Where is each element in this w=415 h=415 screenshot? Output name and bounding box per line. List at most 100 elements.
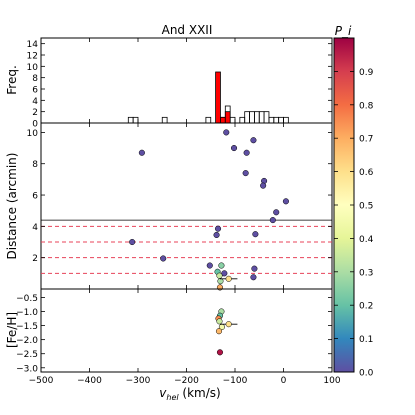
histogram-ytick-label: 12 <box>27 52 38 62</box>
distance-point <box>269 217 276 224</box>
distance-point <box>213 231 220 239</box>
distance-frame <box>40 122 333 290</box>
metallicity-ytick-label: −1.0 <box>16 308 38 318</box>
histogram-ytick-label: 8 <box>32 74 38 84</box>
x-axis-label-sub: hel <box>166 393 179 402</box>
metallicity-ylabel: [Fe/H] <box>5 312 19 348</box>
histogram-bar <box>205 116 212 124</box>
distance-point <box>282 198 289 205</box>
x-tick-label: 0 <box>281 376 287 386</box>
colorbar-tick-label: 0.0 <box>359 369 374 379</box>
x-tick-label: −200 <box>174 376 199 386</box>
colorbar-tick-label: 0.7 <box>359 135 373 145</box>
distance-point <box>252 231 259 238</box>
metallicity-panel: −0.5 −1.0 −1.5 −2.0 −2.5 −3.0 <box>16 288 333 374</box>
distance-point <box>138 149 145 156</box>
metallicity-ytick-label: −1.5 <box>16 322 38 332</box>
histogram-bar <box>253 111 260 124</box>
colorbar-tick-label: 0.8 <box>359 101 374 111</box>
distance-ytick-label: 4 <box>32 223 38 233</box>
histogram-ytick-label: 10 <box>27 63 39 73</box>
distance-point <box>250 274 257 281</box>
colorbar: 0.0 0.1 0.2 0.3 0.4 0.5 0.6 0.7 0.8 0.9 <box>333 37 374 379</box>
metallicity-point <box>225 321 232 328</box>
chart-title: And XXII <box>162 23 213 37</box>
colorbar-tick-label: 0.5 <box>359 202 373 212</box>
histogram-ylabel: Freq. <box>5 65 19 95</box>
distance-point <box>230 145 238 152</box>
histogram-bar <box>268 116 275 124</box>
colorbar-tick-label: 0.3 <box>359 268 373 278</box>
distance-ylabel: Distance (arcmin) <box>5 153 19 260</box>
metallicity-ytick-label: −3.0 <box>16 364 38 374</box>
metallicity-point <box>216 349 224 356</box>
histogram-bar <box>278 116 284 124</box>
histogram-ytick-label: 2 <box>32 108 38 118</box>
histogram-member-bar <box>224 111 231 124</box>
x-tick-label: −500 <box>29 376 54 386</box>
histogram-bar <box>132 116 139 124</box>
x-tick-label: −300 <box>126 376 151 386</box>
metallicity-ytick-label: −0.5 <box>16 294 38 304</box>
histogram-ytick-label: 6 <box>32 86 38 96</box>
histogram-bar <box>239 116 246 124</box>
distance-point <box>218 262 225 269</box>
histogram-bar <box>244 111 250 124</box>
distance-point <box>242 170 249 177</box>
x-axis-label-unit: (km/s) <box>179 386 221 400</box>
metallicity-point <box>215 328 223 335</box>
histogram-ytick-label: 0 <box>32 120 38 130</box>
metallicity-frame <box>40 288 333 373</box>
x-tick-label: −400 <box>77 376 102 386</box>
colorbar-tick-label: 0.4 <box>359 235 374 245</box>
histogram-frame <box>40 37 333 124</box>
x-axis-label: vhel (km/s) <box>159 386 220 402</box>
colorbar-tick-label: 0.6 <box>359 168 374 178</box>
histogram-member-bar <box>220 116 226 124</box>
histogram-bar <box>273 116 280 124</box>
distance-point <box>214 225 222 232</box>
distance-point <box>160 255 167 262</box>
distance-point <box>129 238 136 246</box>
colorbar-label: P_i <box>335 24 352 38</box>
histogram-bar <box>283 116 289 124</box>
histogram-member-bar <box>215 71 221 124</box>
distance-point <box>216 272 223 279</box>
distance-point <box>225 275 232 282</box>
distance-point <box>251 265 258 272</box>
x-axis: −500 −400 −300 −200 −100 0 100 <box>29 38 341 386</box>
histogram-bar <box>161 116 168 124</box>
distance-point <box>243 149 250 156</box>
histogram-bar <box>127 116 134 124</box>
histogram-ytick-label: 4 <box>32 97 38 107</box>
distance-ytick-label: 2 <box>32 254 38 264</box>
histogram-bar <box>258 111 265 124</box>
distance-point <box>217 278 224 285</box>
distance-ytick-label: 8 <box>32 160 38 170</box>
distance-ytick-label: 6 <box>32 192 38 202</box>
colorbar-tick-label: 0.2 <box>359 302 373 312</box>
metallicity-point <box>216 318 223 325</box>
colorbar-tick-label: 0.1 <box>359 335 373 345</box>
distance-point <box>206 262 213 269</box>
x-axis-label-main: v <box>159 386 167 400</box>
distance-point <box>221 270 228 277</box>
histogram-ytick-label: 14 <box>27 40 39 50</box>
histogram-bar <box>249 111 255 124</box>
distance-point <box>260 182 267 189</box>
histogram-bar <box>263 111 270 124</box>
histogram-bar <box>229 116 236 124</box>
x-tick-label: −100 <box>223 376 248 386</box>
distance-panel: 2 4 6 8 10 <box>27 122 333 291</box>
distance-point <box>223 129 230 136</box>
distance-point <box>273 209 280 216</box>
distance-point <box>250 137 257 144</box>
distance-ytick-label: 10 <box>27 129 39 139</box>
x-tick-label: 100 <box>323 376 340 386</box>
metallicity-ytick-label: −2.0 <box>16 336 38 346</box>
colorbar-label-text: P_i <box>335 24 352 38</box>
colorbar-tick-label: 0.9 <box>359 68 374 78</box>
metallicity-ytick-label: −2.5 <box>16 350 38 360</box>
